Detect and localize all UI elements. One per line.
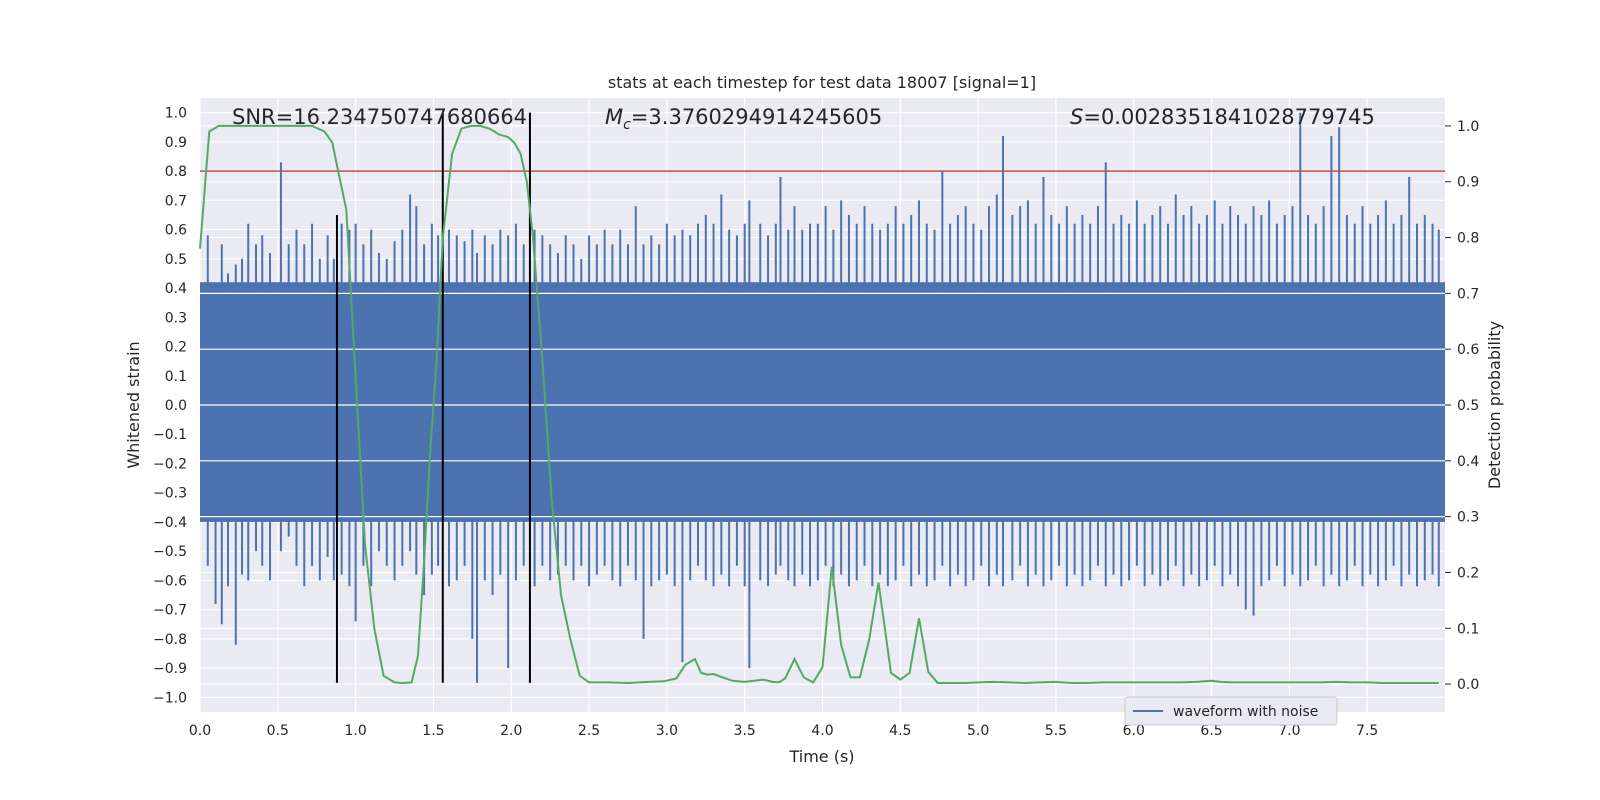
y-right-tick-label: 0.8 bbox=[1457, 231, 1479, 247]
y-tick-label: 0.0 bbox=[165, 398, 187, 414]
y-tick-label: 1.0 bbox=[165, 106, 187, 122]
y-right-tick-label: 1.0 bbox=[1457, 119, 1479, 135]
y-tick-label: −0.7 bbox=[153, 603, 187, 619]
y-tick-label: 0.7 bbox=[165, 193, 187, 209]
chart-title: stats at each timestep for test data 180… bbox=[608, 73, 1036, 92]
x-tick-label: 2.5 bbox=[578, 723, 600, 739]
mc-subscript: c bbox=[623, 117, 631, 133]
x-tick-label: 4.0 bbox=[811, 723, 833, 739]
y-tick-label: 0.9 bbox=[165, 135, 187, 151]
legend-box bbox=[1124, 696, 1338, 726]
x-axis-label: Time (s) bbox=[788, 747, 854, 766]
y-tick-label: −0.1 bbox=[153, 427, 187, 443]
y-axis-label: Whitened strain bbox=[124, 341, 143, 468]
y-right-axis-label: Detection probability bbox=[1485, 321, 1504, 489]
mc-symbol: M bbox=[605, 105, 623, 129]
x-tick-label: 5.0 bbox=[967, 723, 989, 739]
s-symbol: S bbox=[1070, 105, 1083, 129]
y-right-tick-label: 0.3 bbox=[1457, 510, 1479, 526]
y-tick-label: 0.4 bbox=[165, 281, 187, 297]
y-tick-label: −0.6 bbox=[153, 573, 187, 589]
x-axis-ticks: 0.0 0.5 1.0 1.5 2.0 2.5 3.0 3.5 4.0 4.5 5.0 5.5 6.0 6… bbox=[189, 723, 1378, 739]
y-right-tick-label: 0.4 bbox=[1457, 454, 1479, 470]
legend-label: waveform with noise bbox=[1173, 704, 1318, 720]
x-tick-label: 0.5 bbox=[267, 723, 289, 739]
y-right-tick-label: 0.5 bbox=[1457, 398, 1479, 414]
y-right-tick-label: 0.7 bbox=[1457, 286, 1479, 302]
x-tick-label: 7.5 bbox=[1356, 723, 1378, 739]
y-right-tick-label: 0.6 bbox=[1457, 342, 1479, 358]
x-tick-label: 3.0 bbox=[656, 723, 678, 739]
legend: waveform with noise bbox=[1124, 696, 1338, 726]
y-right-tick-label: 0.9 bbox=[1457, 175, 1479, 191]
waveform-series bbox=[200, 112, 1445, 683]
x-tick-label: 0.0 bbox=[189, 723, 211, 739]
y-tick-label: −0.5 bbox=[153, 544, 187, 560]
y-tick-label: 0.5 bbox=[165, 252, 187, 268]
y-tick-label: −0.8 bbox=[153, 632, 187, 648]
detection-probability-line bbox=[199, 124, 1439, 685]
x-tick-label: 5.5 bbox=[1045, 723, 1067, 739]
y-tick-label: 0.2 bbox=[165, 340, 187, 356]
y-tick-label: 0.3 bbox=[165, 310, 187, 326]
y-axis-ticks: 1.0 0.9 0.8 0.7 0.6 0.5 0.4 0.3 0.2 0.1 0.0 −0.1 −0.… bbox=[153, 106, 187, 707]
x-tick-label: 6.0 bbox=[1123, 723, 1145, 739]
mc-annotation: Mc=3.3760294914245605 bbox=[605, 105, 882, 133]
y-right-tick-label: 0.2 bbox=[1457, 565, 1479, 581]
mc-value: =3.3760294914245605 bbox=[631, 105, 882, 129]
y-tick-label: −0.4 bbox=[153, 515, 187, 531]
snr-annotation: SNR=16.234750747680664 bbox=[232, 105, 527, 129]
y-tick-label: −1.0 bbox=[153, 690, 187, 706]
y-tick-label: 0.1 bbox=[165, 369, 187, 385]
y-right-tick-label: 0.1 bbox=[1457, 621, 1479, 637]
s-annotation: S=0.0028351841028779745 bbox=[1070, 105, 1375, 129]
y-right-axis-ticks: 1.0 0.9 0.8 0.7 0.6 0.5 0.4 0.3 0.2 0.1 0.0 bbox=[1445, 119, 1479, 693]
x-tick-label: 1.0 bbox=[344, 723, 366, 739]
x-tick-label: 1.5 bbox=[422, 723, 444, 739]
y-tick-label: −0.2 bbox=[153, 456, 187, 472]
x-tick-label: 4.5 bbox=[889, 723, 911, 739]
y-tick-label: 0.8 bbox=[165, 164, 187, 180]
x-tick-label: 7.0 bbox=[1278, 723, 1300, 739]
y-tick-label: −0.3 bbox=[153, 486, 187, 502]
y-tick-label: 0.6 bbox=[165, 223, 187, 239]
y-tick-label: −0.9 bbox=[153, 661, 187, 677]
x-tick-label: 2.0 bbox=[500, 723, 522, 739]
s-value: =0.0028351841028779745 bbox=[1083, 105, 1375, 129]
x-tick-label: 3.5 bbox=[734, 723, 756, 739]
y-right-tick-label: 0.0 bbox=[1457, 677, 1479, 693]
x-tick-label: 6.5 bbox=[1200, 723, 1222, 739]
